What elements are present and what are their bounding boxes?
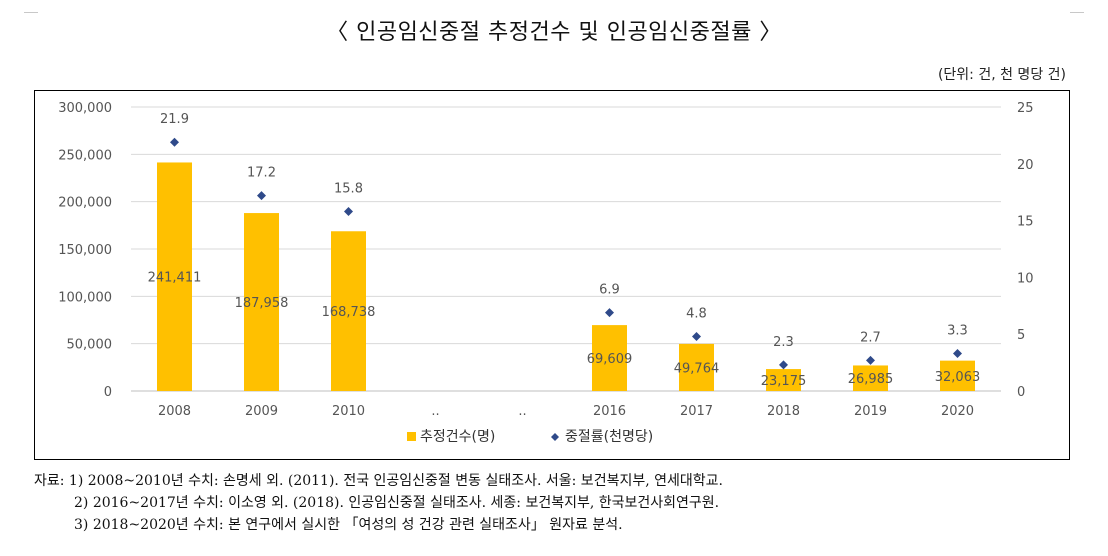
chart-frame [34,90,1070,460]
y-right-tick-label: 5 [1017,328,1025,343]
x-tick-label: 2008 [158,404,191,419]
bar [244,213,279,391]
source-note-3: 3) 2018~2020년 수치: 본 연구에서 실시한 「여성의 성 건강 관… [74,517,623,533]
source-note-2: 2) 2016~2017년 수치: 이소영 외. (2018). 인공임신중절 … [74,495,720,511]
x-tick-label: 2020 [941,404,974,419]
bar-data-label: 32,063 [935,370,981,385]
x-tick-label: 2017 [680,404,713,419]
y-right-tick-label: 25 [1017,101,1034,116]
y-right-tick-label: 20 [1017,158,1034,173]
corner-mark-left [24,12,38,13]
bar [679,343,714,391]
legend-bar-swatch [407,432,416,441]
x-tick-label: .. [431,404,439,419]
rate-marker [344,207,353,217]
y-left-tick-label: 100,000 [58,290,112,305]
rate-marker [953,349,962,359]
source-notes: 자료: 1) 2008~2010년 수치: 손명세 외. (2011). 전국 … [34,470,723,536]
chart-title: 〈 인공임신중절 추정건수 및 인공임신중절률 〉 [326,20,782,45]
y-left-tick-label: 200,000 [58,196,112,211]
legend-bar-label: 추정건수(명) [420,429,495,445]
bar [157,162,192,391]
rate-data-label: 6.9 [599,283,620,298]
unit-label: (단위: 건, 천 명당 건) [937,67,1066,83]
rate-marker [605,308,614,318]
bar [940,360,975,391]
bar [766,369,801,391]
y-left-tick-label: 250,000 [58,148,112,163]
y-right-tick-label: 10 [1017,271,1034,286]
rate-data-label: 4.8 [686,306,707,321]
bar-data-label: 23,175 [761,374,807,389]
rate-data-label: 21.9 [160,112,189,127]
rate-marker [692,331,701,341]
bar-data-label: 26,985 [848,372,894,387]
bar-data-label: 168,738 [322,305,376,320]
x-tick-label: 2009 [245,404,278,419]
rate-marker [257,191,266,201]
rate-data-label: 15.8 [334,182,363,197]
rate-data-label: 17.2 [247,166,276,181]
corner-mark-right [1070,12,1084,13]
x-tick-label: 2018 [767,404,800,419]
rate-data-label: 3.3 [947,324,968,339]
bar-data-label: 241,411 [148,271,202,286]
y-right-tick-label: 0 [1017,385,1025,400]
x-tick-label: 2019 [854,404,887,419]
x-tick-label: 2016 [593,404,626,419]
rate-marker [779,360,788,370]
rate-marker [866,355,875,365]
bar-data-label: 69,609 [587,352,633,367]
legend-rate-swatch [551,433,559,441]
bar [331,231,366,391]
bar [853,365,888,391]
y-left-tick-label: 0 [104,385,112,400]
legend-rate-label: 중절률(천명당) [565,429,653,445]
bar-data-label: 49,764 [674,361,720,376]
x-tick-label: .. [518,404,526,419]
rate-data-label: 2.3 [773,335,794,350]
y-left-tick-label: 150,000 [58,243,112,258]
x-tick-label: 2010 [332,404,365,419]
rate-data-label: 2.7 [860,330,881,345]
y-left-tick-label: 300,000 [58,101,112,116]
y-right-tick-label: 15 [1017,215,1034,230]
rate-marker [170,137,179,147]
source-note-1: 자료: 1) 2008~2010년 수치: 손명세 외. (2011). 전국 … [34,473,723,489]
bar [592,325,627,391]
bar-data-label: 187,958 [235,296,289,311]
y-left-tick-label: 50,000 [67,338,113,353]
